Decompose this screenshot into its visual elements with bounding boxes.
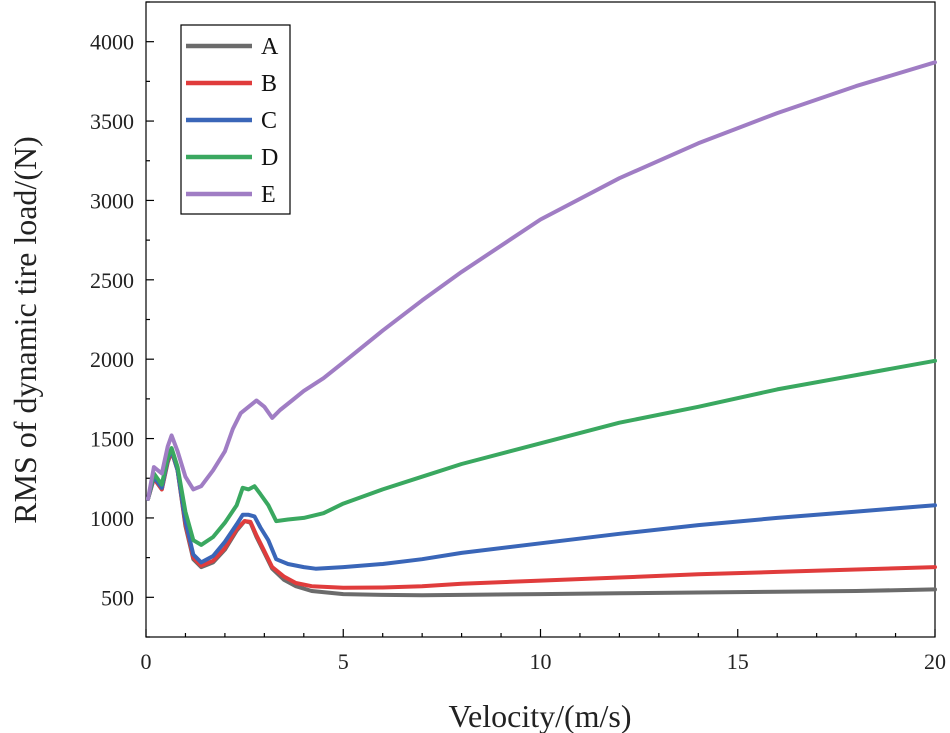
legend-label-C: C [261, 108, 277, 134]
y-tick-label: 3000 [90, 188, 134, 213]
y-axis-title: RMS of dynamic tire load/(N) [7, 136, 43, 523]
y-tick-label: 1000 [90, 506, 134, 531]
x-tick-label: 0 [141, 649, 152, 674]
series-lines [146, 60, 937, 598]
x-tick-label: 15 [727, 649, 749, 674]
x-tick-label: 5 [338, 649, 349, 674]
tick-labels: 0 5 10 15 20 500 1000 1500 2000 2500 3000 3500 4000 [90, 30, 946, 674]
legend-label-E: E [261, 182, 276, 208]
x-tick-label: 10 [530, 649, 552, 674]
x-axis-title: Velocity/(m/s) [448, 698, 631, 733]
y-tick-label: 3500 [90, 109, 134, 134]
y-tick-label: 2000 [90, 347, 134, 372]
series-line-E [146, 60, 937, 501]
y-tick-label: 2500 [90, 268, 134, 293]
axis-ticks [145, 1, 936, 638]
legend-label-D: D [261, 145, 278, 171]
y-tick-label: 500 [101, 585, 134, 610]
legend-label-A: A [261, 34, 279, 60]
series-line-D [146, 358, 937, 547]
y-tick-label: 1500 [90, 427, 134, 452]
x-tick-label: 20 [924, 649, 946, 674]
legend-label-B: B [261, 71, 277, 97]
y-tick-label: 4000 [90, 30, 134, 55]
